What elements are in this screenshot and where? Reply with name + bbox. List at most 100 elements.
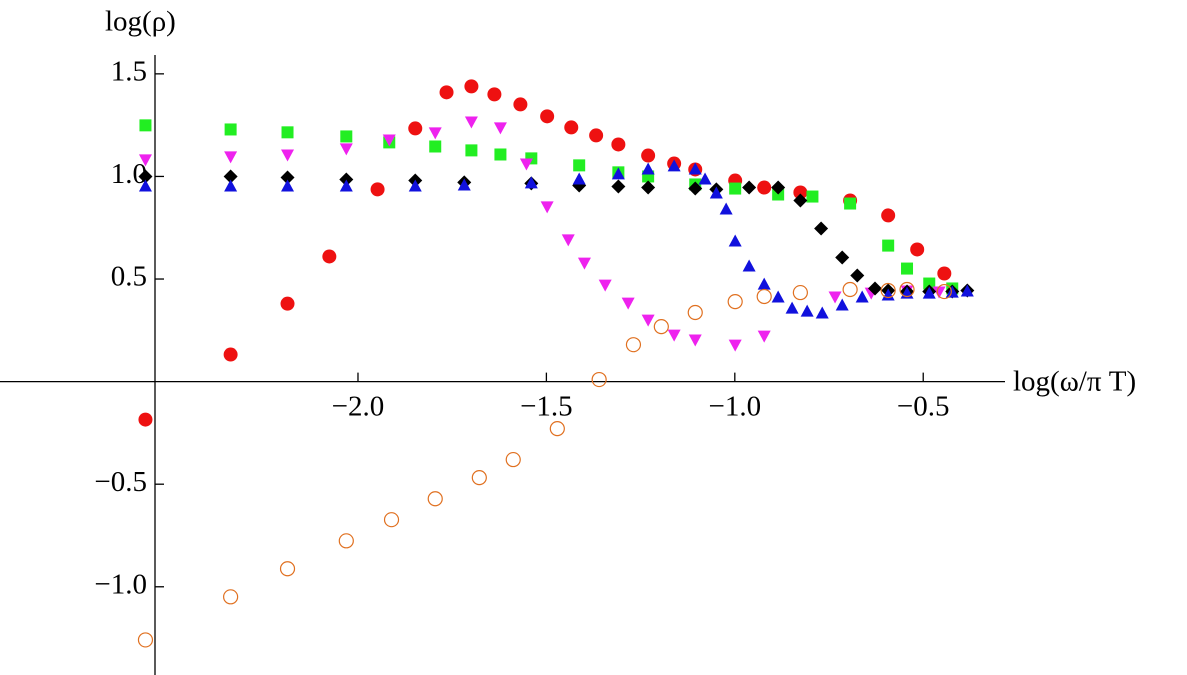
point: [281, 149, 295, 162]
point: [138, 179, 152, 192]
point: [757, 180, 772, 195]
point: [471, 470, 487, 486]
point: [882, 239, 895, 252]
point: [881, 288, 895, 301]
point: [653, 319, 669, 335]
point: [427, 491, 443, 507]
point: [439, 85, 454, 100]
x-axis-label: log(ω/π T): [1013, 365, 1136, 397]
point: [339, 143, 353, 156]
point: [549, 420, 565, 437]
point: [429, 140, 442, 153]
point: [505, 451, 521, 468]
point: [757, 277, 771, 290]
point: [728, 234, 742, 247]
point: [572, 172, 586, 185]
point: [280, 170, 295, 185]
point: [322, 249, 337, 264]
y-axis-label: log(ρ): [105, 6, 176, 38]
point: [937, 266, 952, 281]
point: [815, 306, 829, 319]
point: [138, 412, 153, 427]
point: [641, 314, 655, 327]
point: [688, 181, 703, 196]
point: [339, 179, 353, 192]
point: [719, 202, 733, 215]
point: [641, 148, 656, 163]
point: [564, 120, 579, 135]
point: [465, 144, 478, 157]
point: [519, 158, 533, 171]
point: [577, 257, 591, 270]
point: [835, 250, 850, 265]
point: [621, 297, 635, 310]
point: [408, 179, 422, 192]
point: [687, 304, 703, 321]
y-tick-label: 1.5: [111, 56, 147, 88]
point: [464, 116, 478, 129]
point: [667, 329, 681, 342]
point: [855, 290, 869, 303]
point: [611, 167, 625, 180]
point: [224, 179, 238, 192]
point: [727, 293, 743, 310]
point: [923, 277, 936, 290]
point: [589, 128, 604, 143]
point: [806, 190, 819, 203]
point: [340, 130, 353, 143]
point: [960, 284, 974, 297]
point: [771, 290, 785, 303]
point: [591, 371, 607, 388]
x-tick-label: −1.5: [520, 390, 573, 422]
point: [540, 109, 555, 124]
point: [899, 281, 915, 298]
point: [728, 339, 742, 352]
x-tick-label: −2.0: [332, 390, 385, 422]
point: [793, 193, 808, 208]
point: [922, 286, 936, 299]
point: [814, 221, 829, 236]
point: [785, 301, 799, 314]
point: [383, 512, 400, 528]
point: [641, 162, 655, 175]
point: [598, 279, 612, 292]
point: [698, 172, 712, 185]
point: [223, 589, 239, 605]
point: [223, 169, 238, 184]
point: [464, 79, 479, 94]
point: [910, 242, 925, 257]
point: [487, 87, 502, 102]
point: [844, 197, 857, 210]
point: [881, 208, 896, 223]
point: [280, 296, 295, 311]
point: [139, 119, 152, 132]
point: [540, 201, 554, 214]
point: [224, 123, 237, 136]
point: [828, 291, 842, 304]
point: [901, 262, 914, 275]
point: [513, 97, 528, 112]
x-tick-label: −1.0: [709, 390, 762, 422]
point: [493, 122, 507, 135]
point: [138, 169, 153, 184]
point: [793, 185, 808, 200]
point: [945, 285, 959, 298]
point: [641, 180, 656, 195]
point: [709, 186, 723, 199]
point: [757, 330, 771, 343]
point: [842, 281, 858, 298]
point: [428, 127, 442, 140]
point: [524, 176, 538, 189]
point: [850, 268, 865, 283]
point: [223, 347, 238, 362]
point: [625, 337, 642, 353]
point: [370, 182, 385, 197]
point: [137, 632, 154, 648]
point: [281, 126, 294, 139]
point: [880, 282, 896, 299]
point: [338, 533, 354, 549]
point: [932, 286, 946, 299]
point: [742, 180, 757, 195]
point: [611, 137, 626, 152]
point: [279, 561, 296, 577]
